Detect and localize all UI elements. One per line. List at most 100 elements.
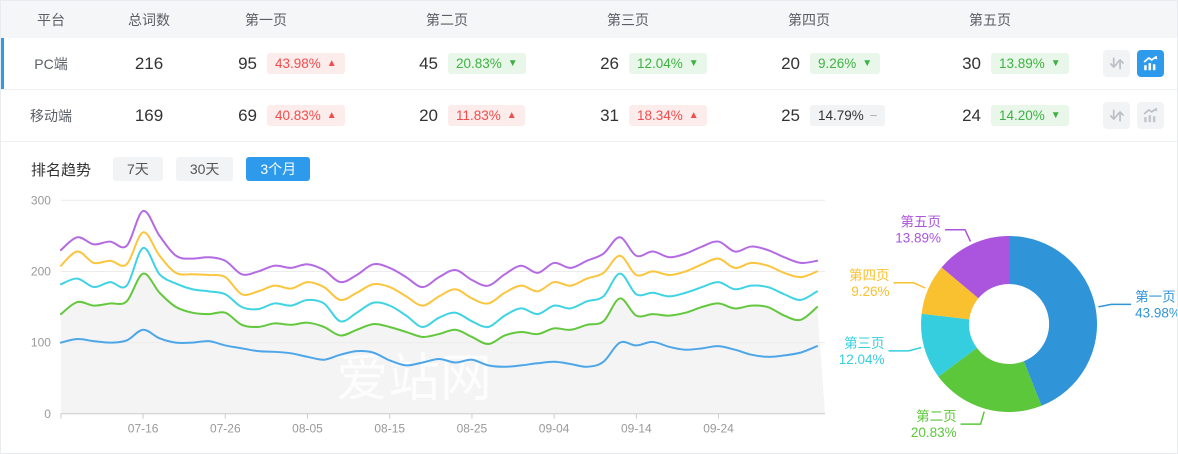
- trend-arrow-icon: ▼: [507, 57, 518, 69]
- page5-count: 30: [962, 53, 981, 73]
- trend-arrow-icon: ▼: [1050, 109, 1061, 121]
- trend-section-header: 排名趋势 7天 30天 3个月: [1, 142, 1177, 184]
- svg-text:09-24: 09-24: [703, 422, 734, 436]
- col-page-2: 第二页: [426, 11, 468, 28]
- donut-label-percent: 13.89%: [895, 231, 941, 246]
- page1-change-badge: 40.83% ▲: [267, 104, 345, 127]
- trend-chart-icon: [1143, 55, 1158, 71]
- col-page-5: 第五页: [969, 11, 1011, 28]
- watermark: 爱站网: [336, 349, 492, 407]
- table-header: 平台 总词数 第一页 第二页 第三页 第四页 第五页: [1, 1, 1177, 38]
- svg-text:09-04: 09-04: [539, 422, 570, 436]
- tab-30-days[interactable]: 30天: [175, 156, 234, 182]
- page3-count: 31: [600, 105, 619, 125]
- label-leader-line: [960, 411, 985, 425]
- col-page-3: 第三页: [607, 11, 649, 28]
- page4-count: 25: [781, 105, 800, 125]
- page4-change-badge: 9.26% ▼: [810, 52, 881, 75]
- label-leader-line: [1098, 303, 1132, 308]
- page1-change-badge: 43.98% ▲: [267, 52, 345, 75]
- platform-name: 移动端: [30, 107, 72, 124]
- rank-trend-line-chart[interactable]: 爱站网 0 100 200 300 07-16 07-26 08-05 08-15 08-25 09…: [15, 190, 861, 442]
- donut-label-name: 第二页: [916, 408, 957, 424]
- series-第一页: [59, 328, 819, 368]
- donut-label-percent: 12.04%: [839, 352, 885, 367]
- sort-arrows-icon: [1109, 57, 1124, 70]
- donut-label-name: 第四页: [849, 267, 890, 283]
- page5-count: 24: [962, 105, 981, 125]
- label-leader-line: [893, 282, 926, 289]
- sort-button[interactable]: [1103, 50, 1130, 77]
- sort-button[interactable]: [1103, 102, 1130, 129]
- platform-name: PC端: [34, 55, 68, 72]
- col-page-1: 第一页: [245, 11, 287, 28]
- trend-arrow-icon: ▼: [688, 57, 699, 69]
- page4-count: 20: [781, 53, 800, 73]
- page2-change-badge: 11.83% ▲: [448, 104, 525, 127]
- donut-label-name: 第一页: [1135, 288, 1176, 304]
- donut-label-name: 第三页: [844, 335, 885, 351]
- svg-text:08-15: 08-15: [374, 422, 405, 436]
- trend-arrow-icon: ▲: [506, 109, 517, 121]
- series-第三页: [59, 246, 819, 329]
- page1-count: 95: [238, 53, 257, 73]
- page4-change-badge: 14.79% −: [810, 104, 886, 127]
- series-第四页: [59, 231, 819, 307]
- page3-count: 26: [600, 53, 619, 73]
- svg-text:08-25: 08-25: [457, 422, 488, 436]
- trend-title: 排名趋势: [31, 161, 92, 179]
- trend-arrow-icon: ▼: [862, 57, 873, 69]
- table-row-pc[interactable]: PC端 216 95 43.98% ▲ 45 20.83% ▼ 26 12.04% ▼ 20…: [1, 38, 1177, 90]
- svg-text:300: 300: [31, 193, 51, 207]
- svg-text:100: 100: [31, 336, 51, 350]
- page3-change-badge: 18.34% ▲: [629, 104, 707, 127]
- range-tabs: 7天 30天 3个月: [113, 156, 311, 182]
- series-第五页: [59, 209, 819, 289]
- svg-text:07-26: 07-26: [210, 422, 241, 436]
- trend-arrow-icon: ▼: [1050, 57, 1061, 69]
- trend-arrow-icon: ▲: [326, 109, 337, 121]
- total-words-value: 216: [134, 53, 164, 73]
- sort-arrows-icon: [1109, 109, 1124, 122]
- trend-chart-icon: [1143, 107, 1158, 123]
- trend-arrow-icon: ▲: [688, 109, 699, 121]
- donut-slice-第二页: [938, 347, 1042, 413]
- donut-slice-第一页: [1009, 235, 1098, 406]
- donut-label-percent: 43.98%: [1135, 305, 1178, 320]
- donut-label-percent: 20.83%: [911, 425, 957, 440]
- charts-area: 爱站网 0 100 200 300 07-16 07-26 08-05 08-15 08-25 09…: [1, 184, 1177, 450]
- svg-text:07-16: 07-16: [128, 422, 159, 436]
- series-第二页: [59, 272, 819, 346]
- trend-arrow-icon: −: [869, 108, 878, 123]
- tab-7-days[interactable]: 7天: [113, 156, 163, 182]
- label-leader-line: [888, 346, 922, 352]
- label-leader-line: [945, 228, 972, 242]
- total-words-value: 169: [134, 105, 164, 125]
- page5-change-badge: 14.20% ▼: [991, 104, 1069, 127]
- table-row-mobile[interactable]: 移动端 169 69 40.83% ▲ 20 11.83% ▲ 31 18.34% ▲ 25…: [1, 90, 1177, 142]
- col-total-words: 总词数: [128, 11, 170, 28]
- page2-change-badge: 20.83% ▼: [448, 52, 526, 75]
- donut-label-name: 第五页: [901, 214, 942, 230]
- col-platform: 平台: [37, 11, 65, 28]
- tab-3-months[interactable]: 3个月: [246, 156, 311, 182]
- svg-text:09-14: 09-14: [621, 422, 652, 436]
- svg-text:0: 0: [44, 407, 51, 421]
- page5-change-badge: 13.89% ▼: [991, 52, 1069, 75]
- donut-slice-第三页: [920, 313, 977, 377]
- svg-text:08-05: 08-05: [292, 422, 323, 436]
- show-trend-chart-button[interactable]: [1137, 102, 1164, 129]
- page1-count: 69: [238, 105, 257, 125]
- page2-count: 20: [419, 105, 438, 125]
- donut-label-percent: 9.26%: [851, 284, 889, 299]
- donut-slice-第五页: [941, 236, 1009, 299]
- show-trend-chart-button[interactable]: [1137, 50, 1164, 77]
- page2-count: 45: [419, 53, 438, 73]
- trend-arrow-icon: ▲: [326, 57, 337, 69]
- donut-slice-第四页: [921, 267, 979, 320]
- page3-change-badge: 12.04% ▼: [629, 52, 707, 75]
- svg-text:200: 200: [31, 264, 51, 278]
- col-page-4: 第四页: [788, 11, 830, 28]
